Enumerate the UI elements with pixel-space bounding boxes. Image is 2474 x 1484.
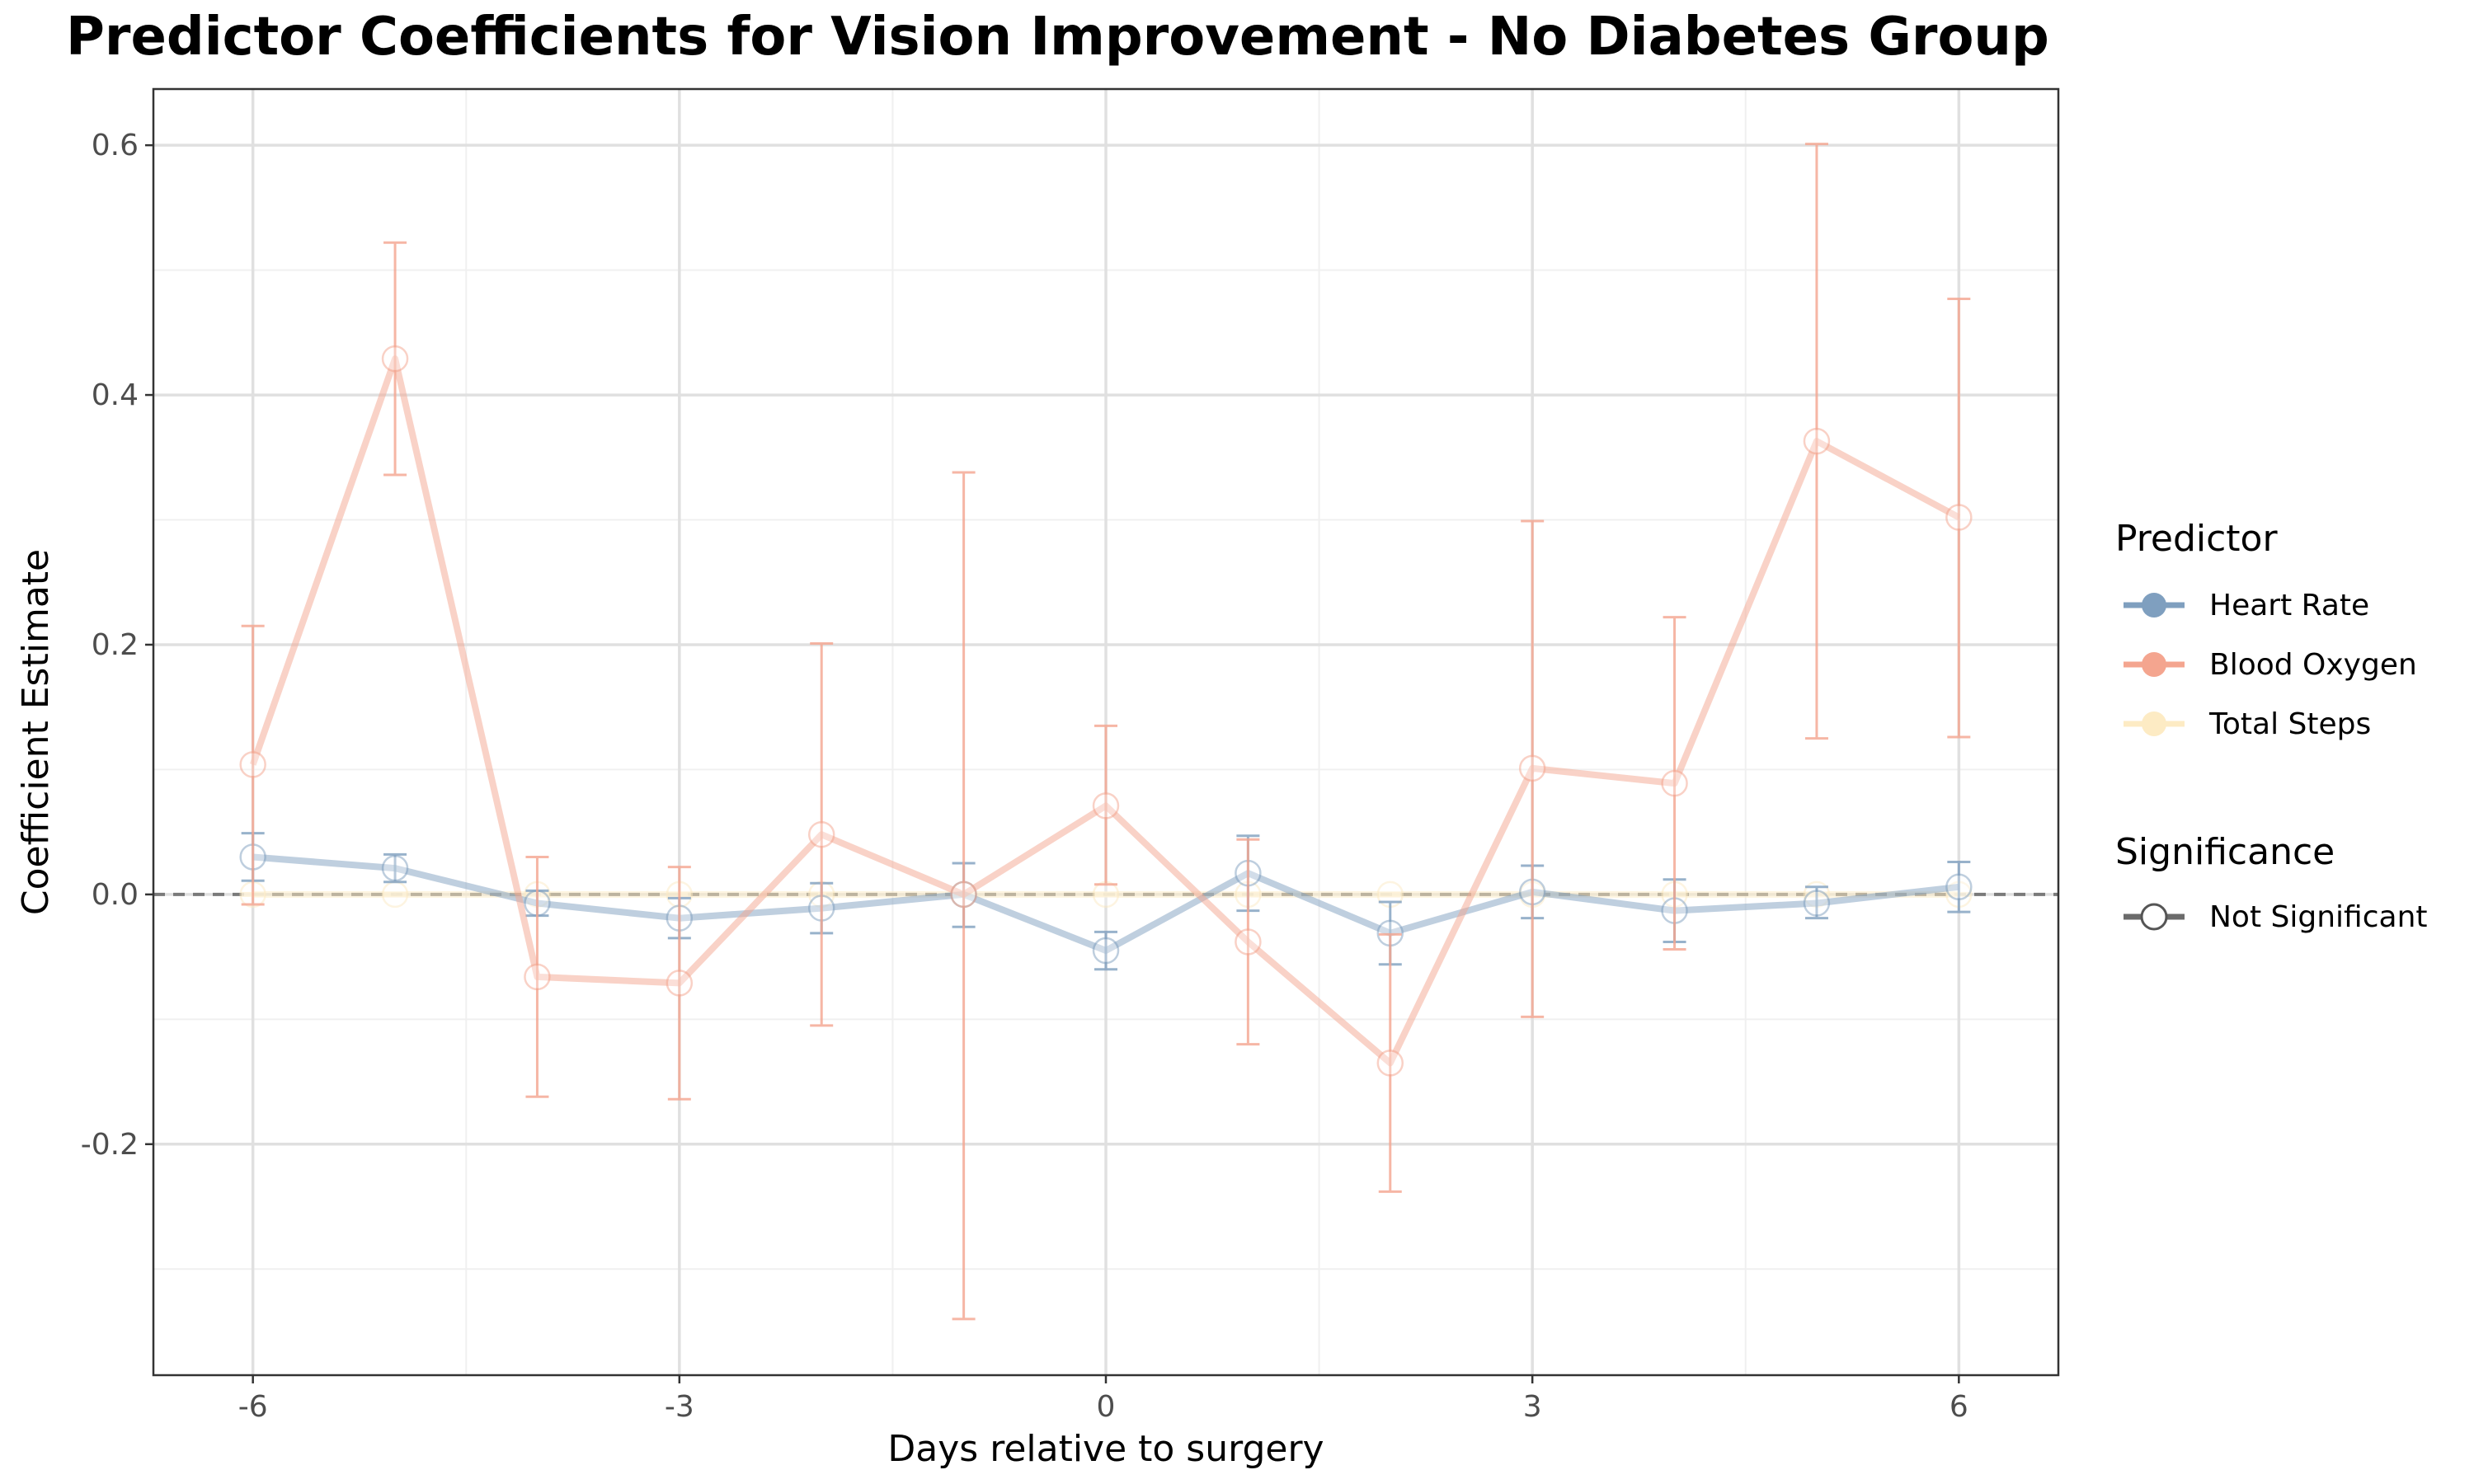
data-point[interactable]	[1803, 890, 1831, 917]
legend-item-not-significant: Not Significant	[2124, 900, 2428, 934]
data-point[interactable]	[807, 820, 835, 848]
data-point[interactable]	[1235, 928, 1262, 956]
x-tick-label: -3	[665, 1390, 694, 1424]
error-bar	[241, 624, 265, 906]
legend-label: Heart Rate	[2209, 589, 2369, 622]
legend-key-point	[2142, 652, 2166, 677]
legend-label: Total Steps	[2208, 707, 2371, 741]
data-point[interactable]	[524, 963, 551, 991]
y-tick-label: 0.4	[92, 378, 139, 412]
error-bar	[1947, 861, 1971, 913]
data-point[interactable]	[1092, 881, 1120, 909]
legend: Predictor Heart Rate Blood Oxygen Total Ste…	[2115, 518, 2428, 934]
data-point[interactable]	[950, 881, 977, 909]
legend-title-significance: Significance	[2115, 831, 2335, 873]
data-point[interactable]	[1945, 873, 1973, 901]
legend-key-point	[2142, 593, 2166, 618]
y-axis-title: Coefficient Estimate	[15, 549, 57, 915]
data-point[interactable]	[1092, 792, 1120, 819]
series-group	[239, 143, 1973, 1321]
y-tick-label: -0.2	[81, 1128, 139, 1162]
legend-item-blood-oxygen: Blood Oxygen	[2124, 648, 2417, 682]
legend-label: Not Significant	[2209, 900, 2428, 934]
data-point[interactable]	[239, 751, 266, 778]
data-point[interactable]	[1518, 754, 1546, 782]
series-line	[249, 355, 1961, 1067]
x-axis-title: Days relative to surgery	[887, 1428, 1324, 1470]
x-tick-label: -6	[238, 1390, 268, 1424]
y-tick-label: 0.2	[92, 628, 139, 662]
y-tick-label: 0.0	[92, 878, 139, 912]
data-point[interactable]	[1803, 427, 1831, 455]
legend-key-point	[2142, 711, 2166, 736]
data-point[interactable]	[1945, 504, 1973, 531]
x-tick-label: 6	[1950, 1390, 1968, 1424]
series-blood-oxygen	[239, 143, 1973, 1321]
data-point[interactable]	[381, 881, 409, 909]
data-point[interactable]	[1661, 769, 1688, 797]
data-point[interactable]	[381, 854, 409, 882]
chart-title: Predictor Coefficients for Vision Improv…	[66, 7, 2049, 68]
legend-title-predictor: Predictor	[2115, 518, 2278, 560]
data-point[interactable]	[381, 345, 409, 373]
legend-key-open-circle	[2140, 903, 2168, 931]
data-point[interactable]	[666, 970, 694, 997]
data-point[interactable]	[1376, 1050, 1404, 1077]
legend-item-heart-rate: Heart Rate	[2124, 589, 2369, 622]
axes: -6 -3 0 3 6 -0.2 0.0 0.2 0.4 0.6 Days relative to …	[15, 87, 2060, 1470]
legend-item-total-steps: Total Steps	[2124, 707, 2371, 741]
data-point[interactable]	[1092, 937, 1120, 965]
error-bar	[1947, 297, 1971, 739]
legend-label: Blood Oxygen	[2209, 648, 2417, 682]
y-tick-label: 0.6	[92, 129, 139, 162]
x-tick-label: 0	[1097, 1390, 1116, 1424]
x-tick-label: 3	[1523, 1390, 1542, 1424]
